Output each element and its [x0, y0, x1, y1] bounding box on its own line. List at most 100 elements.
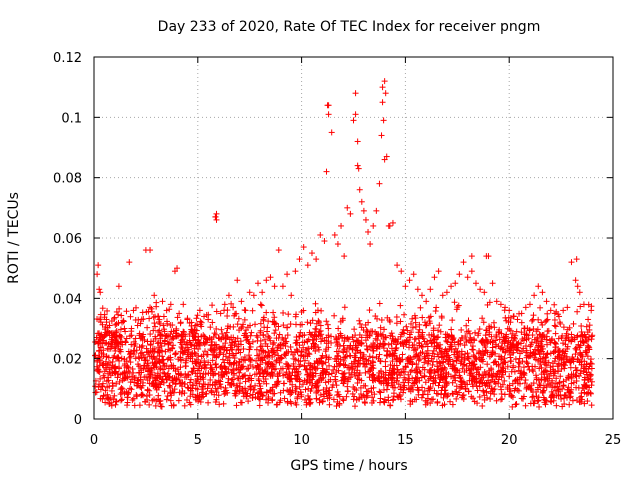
- data-point: [122, 328, 129, 335]
- data-point: [331, 231, 338, 238]
- data-point: [356, 186, 363, 193]
- data-point: [379, 84, 386, 91]
- data-point: [365, 228, 372, 235]
- data-point: [572, 277, 579, 284]
- data-point: [406, 277, 413, 284]
- data-point: [435, 268, 442, 275]
- data-point: [344, 204, 351, 211]
- x-tick-label: 10: [293, 433, 310, 448]
- data-point: [284, 271, 291, 278]
- data-point: [370, 222, 377, 229]
- data-point: [514, 316, 521, 323]
- data-point: [382, 90, 389, 97]
- data-point: [585, 316, 592, 323]
- data-point: [381, 78, 388, 85]
- data-point: [126, 259, 133, 266]
- y-tick-label: 0: [74, 413, 82, 428]
- data-point: [167, 301, 174, 308]
- data-point: [352, 90, 359, 97]
- data-point: [97, 289, 104, 296]
- y-tick-label: 0.08: [53, 172, 82, 187]
- data-point: [96, 286, 103, 293]
- y-tick-labels: 0 0.02 0.04 0.06 0.08 0.1 0.12: [53, 51, 82, 428]
- data-point: [328, 129, 335, 136]
- data-point: [481, 289, 488, 296]
- data-point: [234, 277, 241, 284]
- data-point: [325, 111, 332, 118]
- y-tick-label: 0.1: [61, 111, 82, 126]
- data-point: [373, 207, 380, 214]
- data-point: [574, 283, 581, 290]
- data-point: [378, 132, 385, 139]
- data-point: [367, 241, 374, 248]
- data-point: [250, 292, 257, 299]
- data-point: [389, 219, 396, 226]
- data-point: [448, 283, 455, 290]
- data-point: [355, 165, 362, 172]
- data-point: [456, 271, 463, 278]
- data-point: [402, 283, 409, 290]
- data-point: [275, 247, 282, 254]
- data-point: [568, 259, 575, 266]
- data-point: [225, 292, 232, 299]
- data-point: [560, 307, 567, 314]
- data-point: [468, 268, 475, 275]
- data-point: [414, 286, 421, 293]
- data-point: [394, 262, 401, 269]
- data-point: [472, 280, 479, 287]
- data-point: [288, 292, 295, 299]
- grid: [94, 57, 613, 419]
- data-point: [362, 216, 369, 223]
- data-point: [423, 298, 430, 305]
- data-point: [410, 271, 417, 278]
- y-tick-label: 0.02: [53, 353, 82, 368]
- data-points: [92, 78, 596, 410]
- data-point: [304, 262, 311, 269]
- data-point: [358, 198, 365, 205]
- data-point: [551, 310, 558, 317]
- data-point: [213, 210, 220, 217]
- data-point: [539, 289, 546, 296]
- y-tick-label: 0.04: [53, 292, 82, 307]
- data-point: [221, 301, 228, 308]
- data-point: [543, 298, 550, 305]
- data-point: [246, 289, 253, 296]
- data-point: [380, 117, 387, 124]
- data-point: [576, 289, 583, 296]
- chart-title: Day 233 of 2020, Rate Of TEC Index for r…: [158, 19, 541, 35]
- data-point: [460, 259, 467, 266]
- data-point: [171, 268, 178, 275]
- data-point: [564, 304, 571, 311]
- data-point: [547, 307, 554, 314]
- dense-point-cloud: [92, 299, 596, 410]
- data-point: [94, 271, 101, 278]
- data-point: [180, 301, 187, 308]
- data-point: [313, 256, 320, 263]
- data-point: [292, 268, 299, 275]
- data-point: [383, 153, 390, 160]
- data-point: [115, 283, 122, 290]
- data-point: [464, 274, 471, 281]
- data-point: [354, 138, 361, 145]
- data-point: [360, 207, 367, 214]
- data-point: [493, 298, 500, 305]
- axis-ticks: [93, 56, 614, 420]
- y-tick-label: 0.12: [53, 51, 82, 66]
- x-tick-label: 5: [194, 433, 202, 448]
- data-point: [338, 222, 345, 229]
- data-point: [352, 111, 359, 118]
- data-point: [531, 292, 538, 299]
- data-point: [324, 102, 331, 109]
- data-point: [238, 298, 245, 305]
- data-point: [296, 256, 303, 263]
- data-point: [323, 168, 330, 175]
- data-point: [354, 162, 361, 169]
- data-point: [176, 310, 183, 317]
- data-point: [526, 301, 533, 308]
- data-point: [259, 289, 266, 296]
- data-point: [271, 283, 278, 290]
- data-point: [334, 241, 341, 248]
- data-point: [376, 180, 383, 187]
- data-point: [350, 117, 357, 124]
